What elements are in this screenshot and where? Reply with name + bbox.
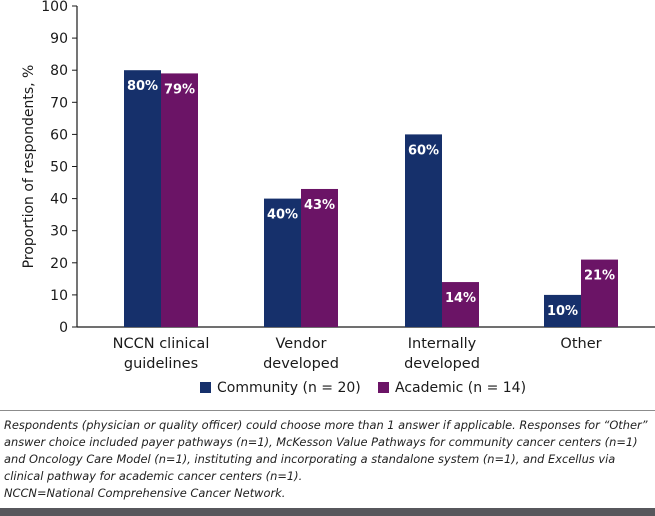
data-label: 60% <box>408 143 439 158</box>
data-label: 80% <box>127 79 158 94</box>
footnote-abbreviation: NCCN=National Comprehensive Cancer Netwo… <box>4 486 286 500</box>
footnote-divider <box>0 410 655 411</box>
data-label: 14% <box>445 291 476 306</box>
legend-swatch <box>200 382 211 393</box>
x-tick-label: NCCN clinical <box>113 336 210 352</box>
y-tick-label: 70 <box>50 95 68 111</box>
data-label: 10% <box>547 304 578 319</box>
y-tick-label: 10 <box>50 288 68 304</box>
x-tick-label: developed <box>263 356 339 372</box>
data-label: 21% <box>584 269 615 284</box>
x-tick-label: Other <box>560 336 601 352</box>
y-tick-label: 20 <box>50 256 68 272</box>
bottom-bar <box>0 508 655 516</box>
y-tick-label: 0 <box>59 320 68 336</box>
y-tick-label: 30 <box>50 224 68 240</box>
y-axis-label: Proportion of respondents, % <box>21 65 37 269</box>
y-tick-label: 80 <box>50 63 68 79</box>
footnote: Respondents (physician or quality office… <box>4 417 650 502</box>
y-tick-label: 90 <box>50 31 68 47</box>
legend-label: Academic (n = 14) <box>395 380 526 396</box>
bar-chart: 0 10 20 30 40 50 60 70 80 90 100 Proportion of resp… <box>21 0 655 396</box>
legend-swatch <box>378 382 389 393</box>
y-tick-label: 40 <box>50 192 68 208</box>
bar <box>405 134 442 327</box>
bar <box>442 282 479 327</box>
bar <box>581 259 618 327</box>
footnote-text: Respondents (physician or quality office… <box>4 418 648 483</box>
bar <box>124 70 161 327</box>
data-label: 79% <box>164 82 195 97</box>
bar <box>301 188 338 327</box>
legend-label: Community (n = 20) <box>217 380 361 396</box>
y-tick-label: 50 <box>50 160 68 176</box>
x-tick-label: guidelines <box>124 356 198 372</box>
data-label: 43% <box>304 198 335 213</box>
y-tick-label: 100 <box>41 0 68 15</box>
bar <box>161 73 198 327</box>
x-tick-label: Internally <box>408 336 477 352</box>
data-label: 40% <box>267 208 298 223</box>
x-tick-label: developed <box>404 356 480 372</box>
y-tick-label: 60 <box>50 127 68 143</box>
x-tick-label: Vendor <box>276 336 327 352</box>
bar <box>264 198 301 327</box>
bar <box>544 294 581 327</box>
